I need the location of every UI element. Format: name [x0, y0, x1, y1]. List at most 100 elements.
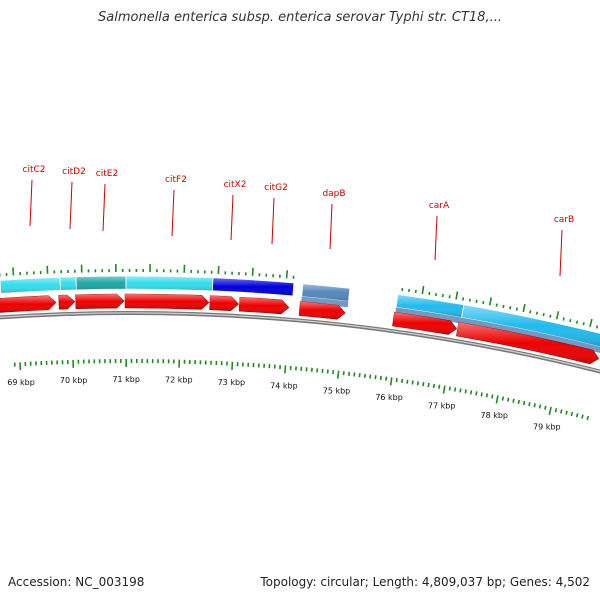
scale-tick	[586, 415, 590, 421]
map-title: Salmonella enterica subsp. enterica sero…	[98, 10, 502, 25]
gene-callout-line	[230, 194, 234, 241]
kbp-label: 70 kbp	[60, 376, 88, 385]
outer-tick	[595, 325, 599, 329]
kbp-label: 79 kbp	[533, 423, 561, 432]
gene-label: dapB	[322, 189, 345, 199]
gene-gloss	[299, 301, 346, 320]
gene-gloss	[456, 322, 599, 364]
scale-tick	[533, 403, 536, 408]
gene-label: citF2	[165, 175, 187, 185]
gene-callout-line	[271, 197, 275, 245]
gene-label: citE2	[96, 169, 118, 179]
feature-gloss	[126, 276, 213, 291]
scale-tick	[544, 405, 547, 410]
gene-label: citC2	[23, 165, 46, 175]
scale-tick	[432, 383, 436, 388]
gene-gloss	[75, 294, 125, 309]
scale-tick	[336, 370, 340, 379]
feature-gloss	[60, 276, 77, 291]
scale-tick	[406, 379, 409, 384]
gene-callout-line	[329, 203, 333, 250]
outer-tick	[495, 303, 498, 307]
scale-tick	[416, 381, 420, 386]
gene-gloss	[239, 297, 289, 314]
scale-tick	[507, 397, 510, 402]
outer-tick	[542, 313, 545, 317]
scale-tick	[469, 390, 473, 395]
kbp-label: 73 kbp	[218, 378, 246, 387]
kbp-label: 77 kbp	[428, 401, 456, 410]
feature-gloss	[212, 277, 294, 296]
kbp-label: 69 kbp	[7, 378, 35, 387]
kbp-label: 78 kbp	[480, 411, 508, 420]
gene-label: carA	[429, 201, 450, 211]
scale-tick	[448, 386, 451, 391]
scale-tick	[570, 411, 574, 417]
scale-tick	[517, 399, 521, 405]
topology-summary: Topology: circular; Length: 4,809,037 bp…	[260, 575, 590, 589]
outer-tick	[468, 298, 471, 302]
outer-tick	[455, 291, 459, 300]
outer-tick	[251, 267, 254, 276]
scale-tick	[475, 391, 478, 396]
kbp-label: 72 kbp	[165, 376, 193, 385]
gene-gloss	[209, 295, 239, 311]
outer-tick	[522, 303, 526, 313]
gene-gloss	[58, 295, 75, 310]
scale-tick	[554, 408, 558, 413]
outer-tick	[475, 299, 478, 304]
scale-tick	[427, 382, 430, 388]
gene-callout-line	[102, 183, 106, 232]
kbp-label: 75 kbp	[323, 387, 351, 396]
scale-tick	[389, 377, 393, 386]
gene-callout-line	[29, 179, 33, 227]
scale-tick	[480, 392, 483, 397]
scale-tick	[491, 394, 494, 399]
scale-tick	[459, 388, 462, 393]
outer-tick	[529, 310, 532, 314]
gene-label: citG2	[264, 183, 288, 193]
scale-tick	[581, 414, 584, 419]
scale-tick	[284, 365, 287, 374]
outer-tick	[515, 307, 518, 311]
scale-tick	[522, 400, 526, 406]
kbp-label: 71 kbp	[112, 375, 140, 384]
outer-tick	[562, 317, 565, 321]
scale-tick	[422, 382, 425, 387]
outer-tick	[482, 300, 485, 305]
scale-tick	[501, 396, 505, 401]
gene-callout-line	[69, 181, 73, 230]
scale-tick	[442, 385, 446, 394]
feature-strip	[301, 296, 349, 308]
scale-tick	[395, 378, 398, 383]
scale-tick	[485, 393, 489, 398]
scale-tick	[548, 406, 552, 415]
outer-tick	[575, 320, 579, 324]
gene-callout-line	[171, 189, 175, 237]
scale-tick	[454, 387, 457, 392]
outer-tick	[569, 318, 572, 323]
gene-label: carB	[554, 215, 574, 225]
scale-tick	[379, 375, 382, 381]
gene-gloss	[392, 312, 457, 335]
scale-tick	[385, 376, 388, 381]
scale-tick	[374, 375, 377, 380]
scale-tick	[512, 398, 515, 403]
gene-callout-line	[559, 229, 563, 277]
scale-tick	[575, 413, 579, 418]
gene-callout-line	[434, 215, 438, 261]
scale-tick	[411, 380, 414, 385]
scale-tick	[438, 384, 441, 389]
outer-tick	[549, 314, 552, 318]
gene-label: citX2	[224, 180, 247, 190]
outer-tick	[462, 297, 465, 301]
scale-tick	[565, 410, 568, 415]
gene-gloss	[125, 294, 209, 310]
scale-tick	[369, 374, 372, 379]
gene-label: citD2	[62, 167, 86, 177]
scale-tick	[464, 389, 467, 394]
kbp-label: 76 kbp	[375, 393, 403, 402]
outer-tick	[502, 304, 505, 309]
